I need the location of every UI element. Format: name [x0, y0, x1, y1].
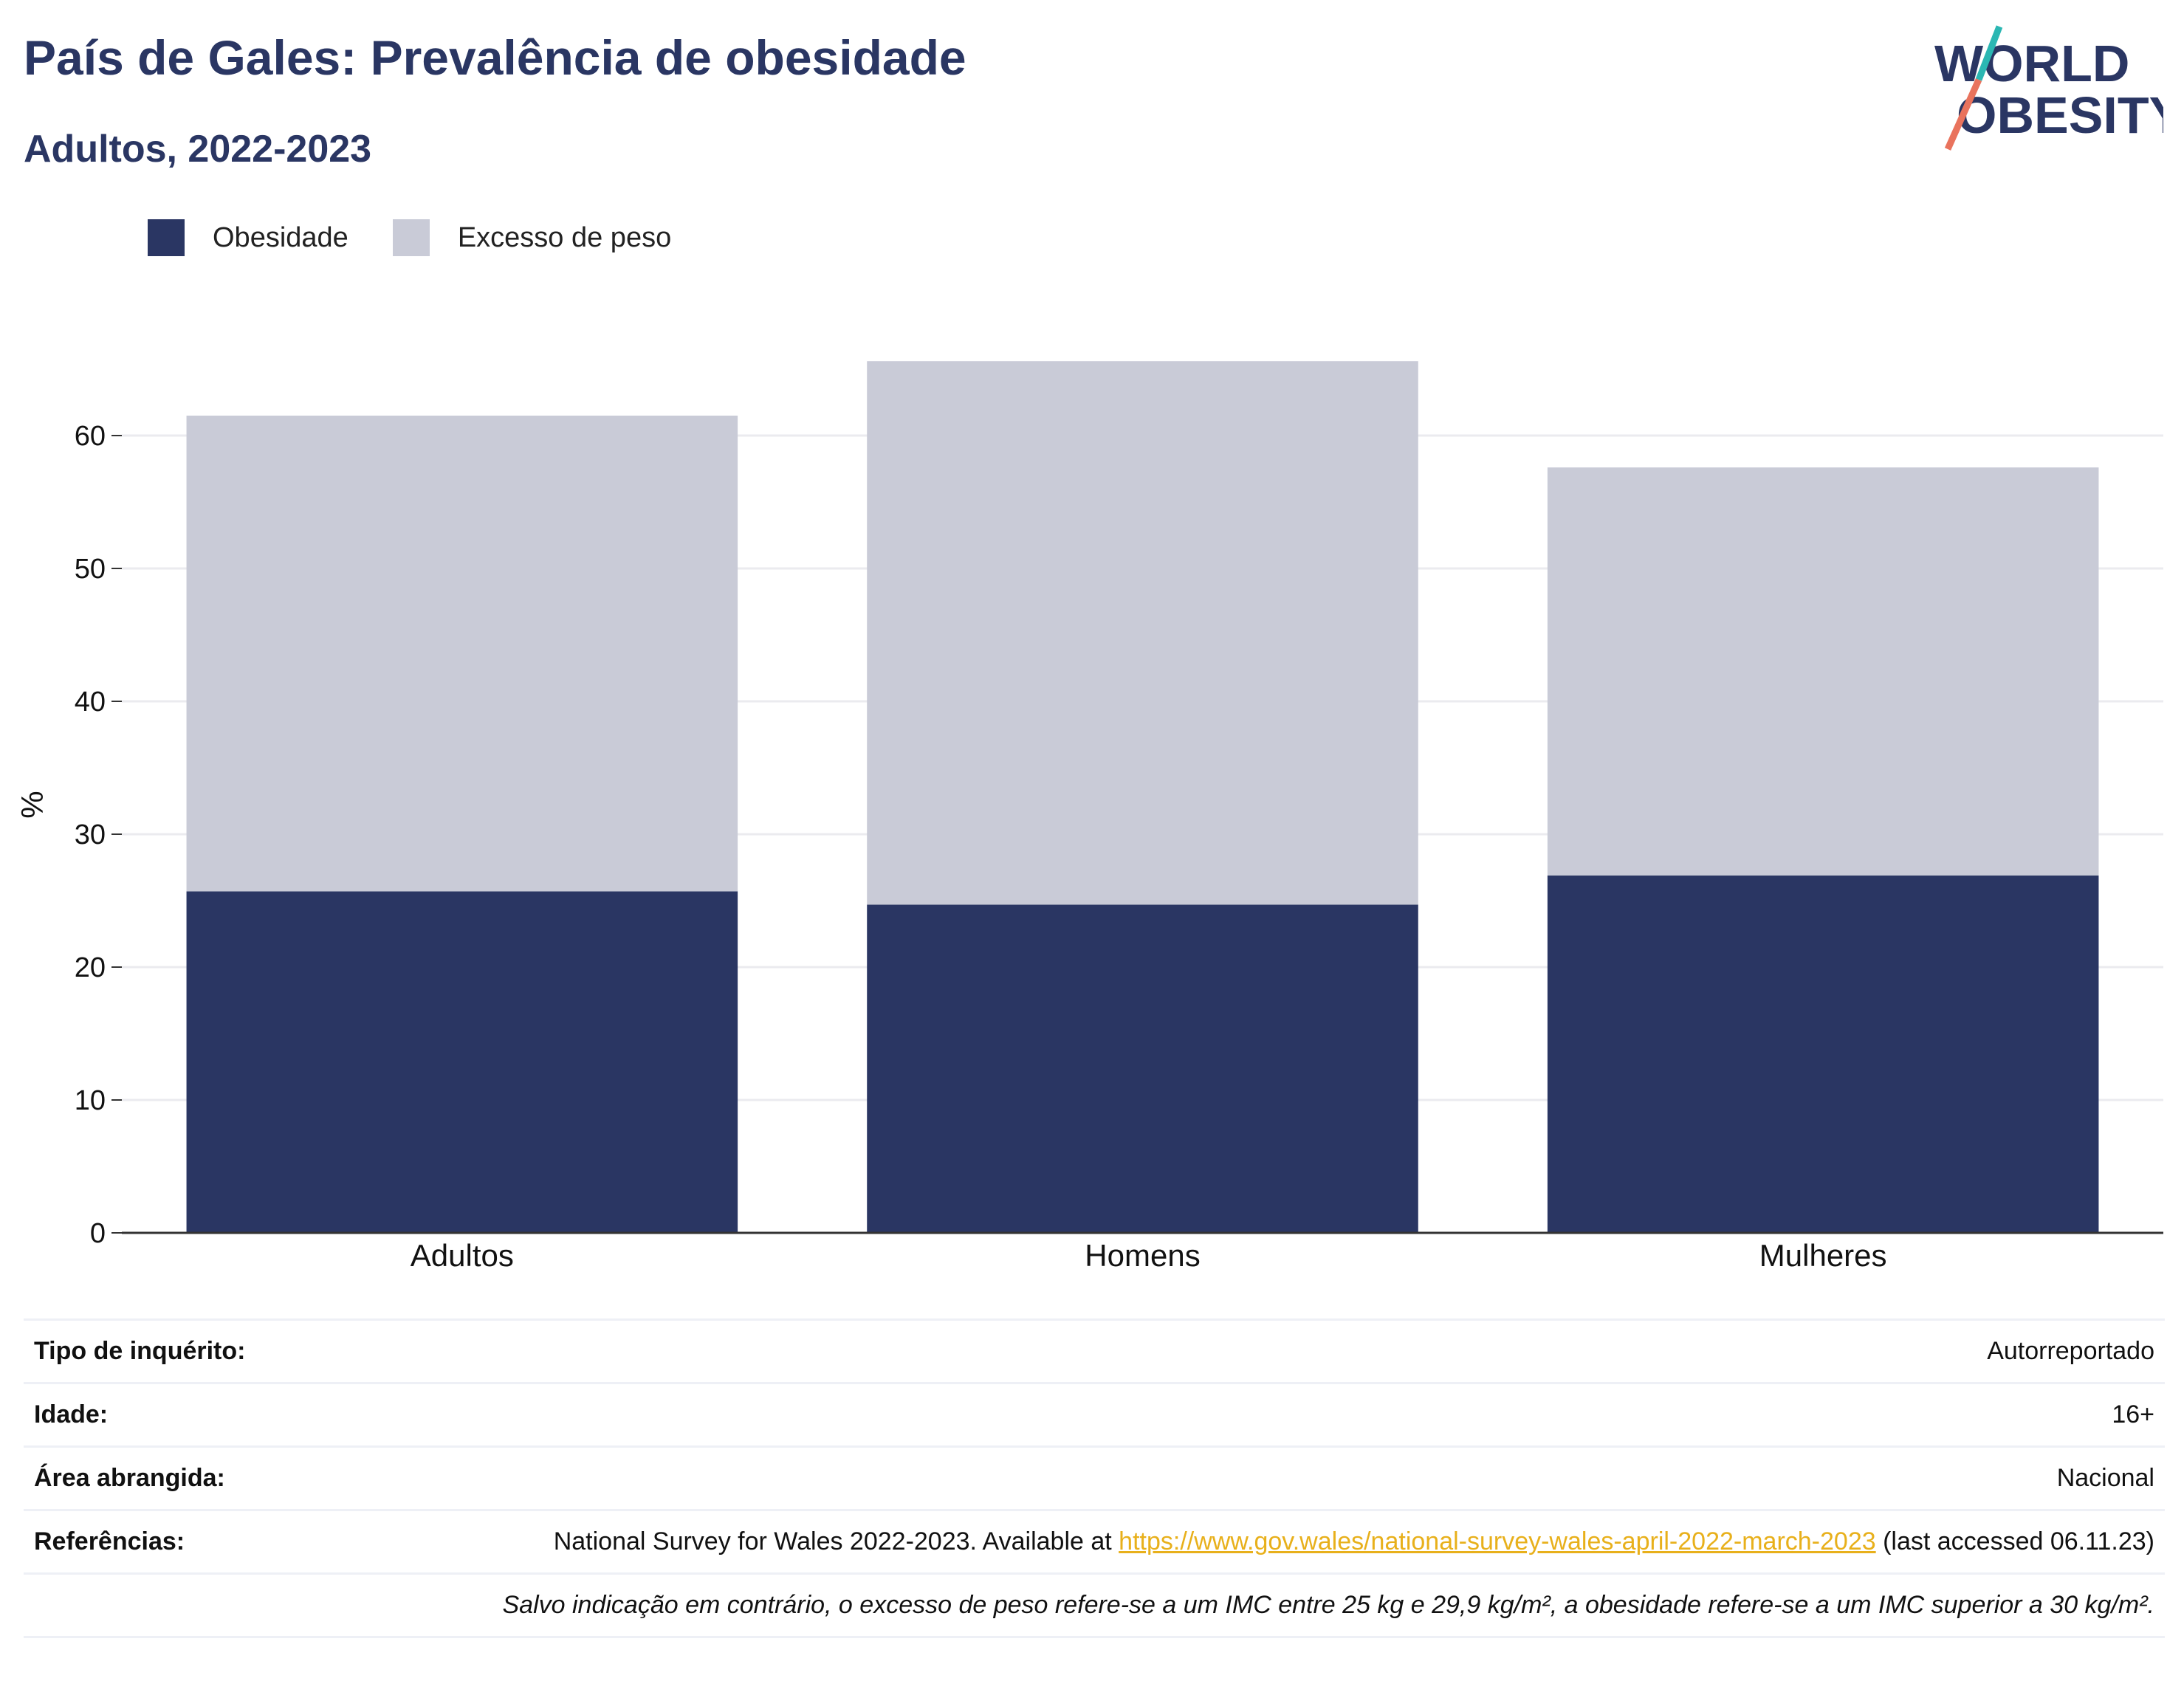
info-row-age: Idade: 16+ [24, 1382, 2165, 1448]
y-tick-label: 10 [75, 1085, 106, 1116]
info-row-survey-type: Tipo de inquérito: Autorreportado [24, 1318, 2165, 1384]
references-link[interactable]: https://www.gov.wales/national-survey-wa… [1119, 1527, 1876, 1555]
legend-label-obesidade: Obesidade [213, 221, 348, 253]
references-text: National Survey for Wales 2022-2023. Ava… [553, 1527, 1119, 1555]
x-tick-label: Homens [1085, 1238, 1200, 1273]
y-tick-label: 60 [75, 421, 106, 452]
info-value: Autorreportado [428, 1318, 2165, 1384]
info-key: Idade: [24, 1382, 428, 1448]
legend-item-excesso-de-peso: Excesso de peso [392, 219, 672, 256]
y-tick-label: 0 [90, 1218, 106, 1249]
info-row-note: Salvo indicação em contrário, o excesso … [24, 1572, 2165, 1638]
legend-swatch-excesso-de-peso [392, 219, 430, 256]
y-tick-label: 20 [75, 952, 106, 983]
info-row-area: Área abrangida: Nacional [24, 1445, 2165, 1511]
legend-label-excesso-de-peso: Excesso de peso [457, 221, 672, 253]
survey-info-table: Tipo de inquérito: Autorreportado Idade:… [24, 1318, 2165, 1638]
y-tick-label: 40 [75, 687, 106, 718]
chart-title: País de Gales: Prevalência de obesidade [24, 30, 966, 85]
logo-text-world: WORLD [1934, 35, 2129, 92]
logo-text-obesity: OBESITY [1957, 86, 2163, 144]
info-value: 16+ [428, 1382, 2165, 1448]
y-axis-label: % [15, 791, 49, 818]
x-tick-label: Adultos [411, 1238, 514, 1273]
logo-slash-coral [1944, 78, 1982, 151]
references-accessed: (last accessed 06.11.23) [1875, 1527, 2154, 1555]
world-obesity-logo: WORLD OBESITY [1934, 25, 2163, 151]
bar-obesidade-mulheres [1547, 875, 2099, 1233]
stacked-bar-chart: 0 10 20 30 40 50 60 Adultos Homens Mulheres% [15, 361, 2163, 1273]
info-key: Área abrangida: [24, 1445, 428, 1511]
bar-excesso-de-peso-homens [867, 361, 1418, 905]
bar-obesidade-homens [867, 904, 1418, 1233]
info-key: Referências: [24, 1509, 428, 1575]
x-tick-label: Mulheres [1759, 1238, 1887, 1273]
chart-subtitle: Adultos, 2022-2023 [24, 128, 372, 171]
logo-slash-teal [1975, 25, 2003, 81]
bmi-definition-note: Salvo indicação em contrário, o excesso … [24, 1572, 2165, 1638]
info-value: Nacional [428, 1445, 2165, 1511]
chart-legend: Obesidade Excesso de peso [148, 219, 715, 257]
bar-excesso-de-peso-adultos [186, 416, 738, 892]
legend-swatch-obesidade [148, 219, 185, 256]
bar-excesso-de-peso-mulheres [1547, 467, 2099, 876]
references-value: National Survey for Wales 2022-2023. Ava… [428, 1509, 2165, 1575]
legend-item-obesidade: Obesidade [148, 219, 348, 256]
bar-obesidade-adultos [186, 891, 738, 1233]
y-tick-label: 30 [75, 819, 106, 850]
info-key: Tipo de inquérito: [24, 1318, 428, 1384]
y-tick-label: 50 [75, 554, 106, 585]
info-row-references: Referências: National Survey for Wales 2… [24, 1509, 2165, 1575]
